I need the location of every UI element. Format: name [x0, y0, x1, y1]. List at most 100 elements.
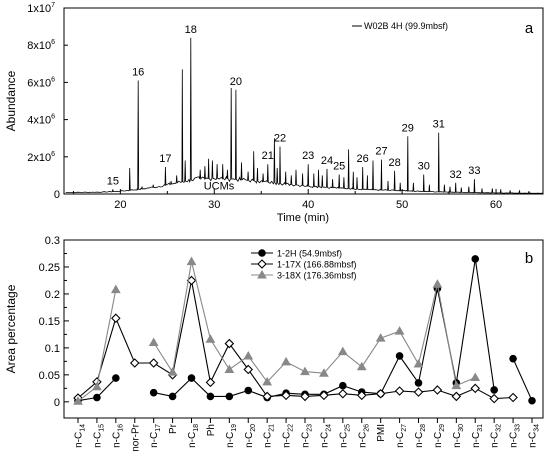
- data-point: [319, 368, 329, 377]
- y-tick-label-b: 0.3: [45, 235, 60, 247]
- data-point: [257, 259, 267, 269]
- y-axis-label-a: Abundance: [4, 70, 18, 131]
- data-point: [339, 381, 347, 390]
- panel-a-frame: [63, 7, 544, 195]
- peak-label: 15: [107, 175, 119, 187]
- peak-label: 32: [450, 169, 462, 181]
- y-tick-label-b: 0.15: [39, 316, 60, 328]
- data-point: [470, 383, 481, 394]
- data-point: [356, 390, 367, 401]
- data-point: [432, 385, 443, 395]
- data-point: [244, 386, 253, 395]
- data-point: [225, 392, 234, 401]
- category-label: PMI: [376, 424, 387, 442]
- peak-label: 31: [433, 119, 445, 131]
- data-point: [149, 388, 158, 397]
- data-point: [258, 249, 266, 257]
- data-point: [337, 346, 348, 356]
- legend-label: 3-18X (176.36mbsf): [277, 271, 357, 281]
- category-label: n-C28: [414, 424, 427, 448]
- data-point: [413, 359, 424, 368]
- data-point: [110, 284, 121, 294]
- data-point: [243, 364, 254, 375]
- data-point: [93, 393, 101, 402]
- data-point: [205, 334, 216, 343]
- category-label: n-C30: [452, 424, 465, 448]
- data-point: [319, 390, 329, 401]
- category-label: n-C21: [263, 424, 276, 448]
- category-label: n-C25: [338, 424, 351, 448]
- data-point: [148, 337, 159, 346]
- category-label: n-C20: [244, 424, 257, 448]
- data-point: [129, 358, 140, 368]
- category-label: n-C26: [357, 424, 370, 448]
- data-point: [489, 393, 499, 404]
- data-point: [356, 361, 367, 371]
- y-tick-label-a: 4x106: [27, 114, 55, 127]
- ucm-annotation: UCMs: [204, 180, 235, 192]
- y-tick-label-a: 6x106: [27, 76, 55, 89]
- data-point: [148, 358, 159, 368]
- area-percentage-panel: 0 0.05 0.1 0.15 0.2 0.25 0.3 n-C14 n-C15 n-C16 no…: [4, 235, 544, 452]
- category-label: n-C22: [282, 424, 295, 448]
- category-label: n-C27: [395, 424, 408, 448]
- data-point: [186, 256, 197, 266]
- data-point: [490, 386, 498, 394]
- y-tick-label-b: 0: [54, 397, 60, 409]
- x-axis-label-a: Time (min): [277, 212, 329, 224]
- category-label: n-C31: [471, 424, 484, 448]
- data-point: [168, 392, 177, 401]
- x-tick-label-a: 20: [114, 199, 126, 211]
- data-point: [395, 352, 404, 360]
- category-label: Pr: [168, 423, 179, 434]
- peak-label: 26: [357, 153, 369, 165]
- y-tick-label-a: 8x106: [27, 39, 55, 52]
- category-label: n-C18: [187, 424, 200, 448]
- data-point: [300, 391, 310, 402]
- category-label: n-C16: [111, 424, 124, 448]
- series-line: [153, 261, 476, 387]
- peak-label: 18: [185, 24, 197, 36]
- legend-label: 1-17X (166.88mbsf): [277, 260, 357, 270]
- series-line: [512, 358, 533, 401]
- peak-label: 33: [468, 165, 480, 177]
- data-point: [262, 391, 272, 402]
- y-tick-label-a: 2x106: [27, 151, 55, 164]
- data-point: [167, 367, 178, 376]
- y-tick-label-b: 0.1: [45, 343, 60, 355]
- y-tick-label-b: 0.2: [45, 289, 60, 301]
- data-point: [414, 379, 423, 387]
- category-label: n-C19: [225, 424, 238, 448]
- data-point: [528, 396, 536, 405]
- data-point: [413, 387, 424, 397]
- data-point: [509, 354, 517, 363]
- x-tick-label-a: 50: [396, 199, 408, 211]
- data-point: [470, 372, 481, 382]
- chromatogram-panel: 0 2x106 4x106 6x106 8x106 1x107 20 30 40 50 60 15…: [4, 2, 544, 224]
- data-point: [394, 326, 405, 335]
- data-point: [206, 392, 215, 401]
- category-label: n-C29: [433, 424, 446, 448]
- peak-label: 25: [333, 160, 345, 172]
- x-tick-label-a: 60: [490, 199, 502, 211]
- data-point: [112, 374, 120, 382]
- category-label: n-C33: [509, 424, 522, 448]
- peak-label: 20: [230, 76, 242, 88]
- series-3: [73, 256, 481, 405]
- peak-label: 24: [321, 155, 333, 167]
- category-label: n-C23: [301, 424, 314, 448]
- peak-label: 23: [302, 150, 314, 162]
- peak-label: 17: [159, 153, 171, 165]
- data-point: [224, 338, 235, 349]
- data-point: [224, 364, 235, 373]
- data-point: [375, 333, 386, 342]
- data-point: [338, 388, 348, 399]
- data-point: [111, 313, 121, 323]
- data-point: [257, 269, 267, 279]
- legend-label: 1-2H (54.9mbsf): [277, 249, 342, 259]
- peak-label: 27: [375, 146, 387, 158]
- category-label: Ph: [206, 424, 217, 436]
- x-tick-label-a: 30: [208, 199, 220, 211]
- data-point: [205, 377, 216, 388]
